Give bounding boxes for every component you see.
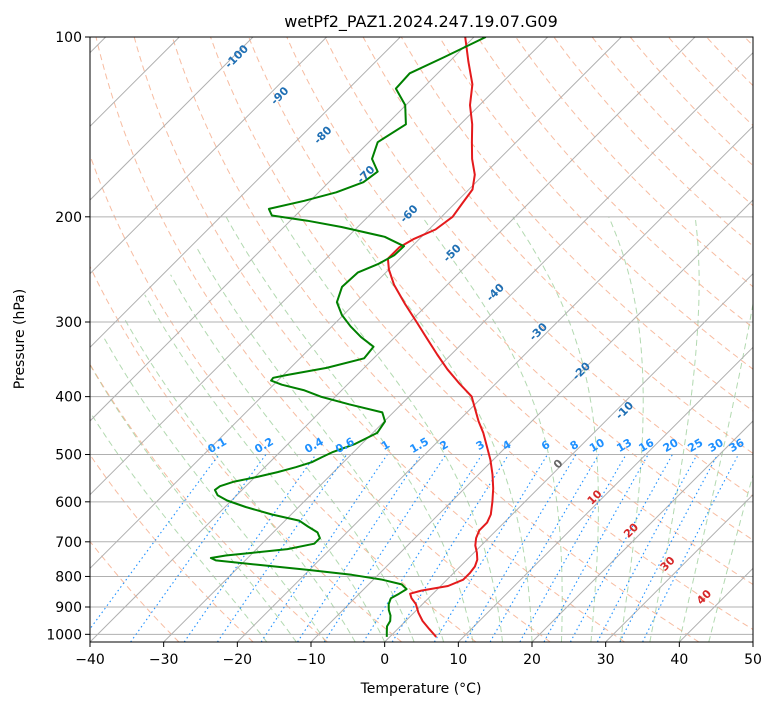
y-tick-label: 1000 <box>46 627 82 643</box>
x-tick-label: 0 <box>380 652 389 668</box>
x-tick-label: 50 <box>744 652 762 668</box>
chart-title: wetPf2_PAZ1.2024.247.19.07.G09 <box>284 12 558 32</box>
x-tick-label: 30 <box>597 652 615 668</box>
y-tick-label: 200 <box>55 210 82 226</box>
x-tick-label: −20 <box>223 652 253 668</box>
y-tick-label: 700 <box>55 535 82 551</box>
x-tick-label: −30 <box>149 652 179 668</box>
x-tick-label: −10 <box>296 652 326 668</box>
y-tick-label: 300 <box>55 315 82 331</box>
y-tick-label: 800 <box>55 569 82 585</box>
x-tick-label: 40 <box>670 652 688 668</box>
y-tick-label: 400 <box>55 390 82 406</box>
y-tick-label: 900 <box>55 600 82 616</box>
y-tick-label: 100 <box>55 30 82 46</box>
x-tick-label: 10 <box>449 652 467 668</box>
y-axis-label: Pressure (hPa) <box>12 289 28 389</box>
y-tick-label: 600 <box>55 495 82 511</box>
x-tick-label: 20 <box>523 652 541 668</box>
x-axis-label: Temperature (°C) <box>360 681 482 697</box>
y-tick-label: 500 <box>55 448 82 464</box>
x-tick-label: −40 <box>75 652 105 668</box>
